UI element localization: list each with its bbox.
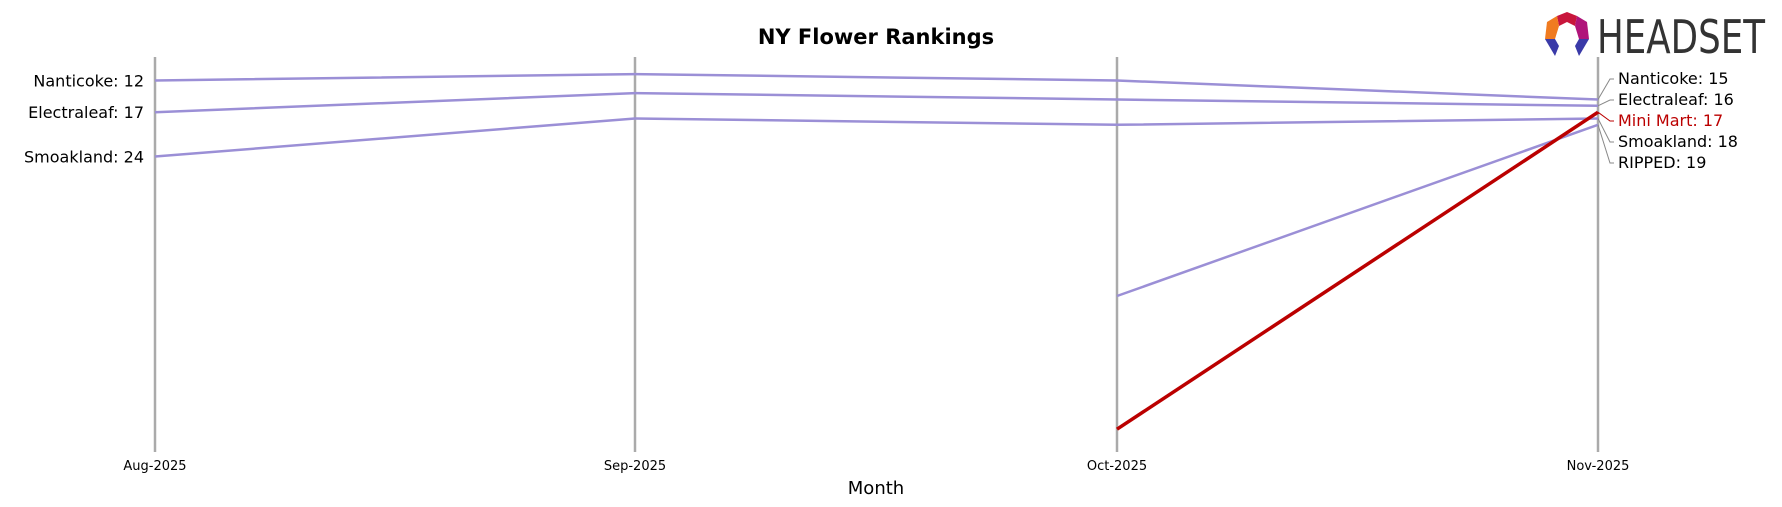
- x-tick-label: Aug-2025: [123, 459, 186, 474]
- end-label-leader: [1597, 99, 1614, 107]
- end-label: Electraleaf: 16: [1618, 90, 1734, 109]
- start-label: Nanticoke: 12: [33, 71, 144, 90]
- series-line-mini-mart: [1116, 110, 1599, 431]
- end-label: Smoakland: 18: [1618, 132, 1738, 151]
- start-label: Smoakland: 24: [24, 148, 144, 167]
- end-label: Mini Mart: 17: [1618, 111, 1723, 130]
- end-label-leader: [1597, 111, 1614, 122]
- end-label: Nanticoke: 15: [1618, 69, 1729, 88]
- logo-mark-icon: [1557, 12, 1577, 26]
- x-tick-label: Sep-2025: [604, 459, 666, 474]
- series-line-ripped: [1116, 123, 1599, 298]
- end-label: RIPPED: 19: [1618, 153, 1706, 172]
- series-line-nanticoke: [154, 72, 1599, 101]
- x-tick-label: Oct-2025: [1087, 459, 1147, 474]
- end-label-leader: [1597, 124, 1614, 164]
- x-tick-label: Nov-2025: [1567, 459, 1630, 474]
- series-line-electraleaf: [154, 91, 1599, 114]
- x-axis-label: Month: [848, 478, 904, 499]
- chart-title: NY Flower Rankings: [758, 25, 994, 49]
- headset-logo: HEADSET: [1545, 10, 1766, 64]
- start-label: Electraleaf: 17: [28, 103, 144, 122]
- series-line-smoakland: [154, 117, 1599, 158]
- logo-text: HEADSET: [1597, 10, 1766, 64]
- end-label-leader: [1597, 118, 1614, 143]
- end-label-leader: [1597, 78, 1614, 100]
